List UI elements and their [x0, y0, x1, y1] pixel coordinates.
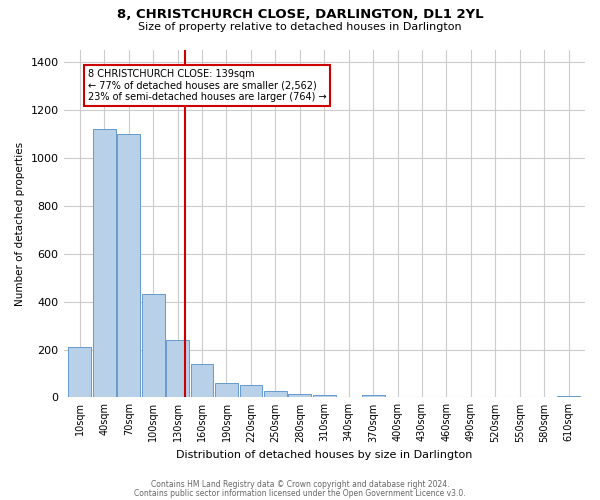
Bar [68, 347, 91, 398]
Bar [191, 364, 214, 398]
X-axis label: Distribution of detached houses by size in Darlington: Distribution of detached houses by size … [176, 450, 472, 460]
Bar [166, 340, 189, 398]
Text: Contains public sector information licensed under the Open Government Licence v3: Contains public sector information licen… [134, 488, 466, 498]
Text: 8 CHRISTCHURCH CLOSE: 139sqm
← 77% of detached houses are smaller (2,562)
23% of: 8 CHRISTCHURCH CLOSE: 139sqm ← 77% of de… [88, 69, 326, 102]
Bar [142, 294, 164, 398]
Bar [215, 383, 238, 398]
Bar [239, 386, 262, 398]
Bar [557, 396, 580, 398]
Bar [93, 129, 116, 398]
Y-axis label: Number of detached properties: Number of detached properties [15, 142, 25, 306]
Bar [289, 394, 311, 398]
Text: Size of property relative to detached houses in Darlington: Size of property relative to detached ho… [138, 22, 462, 32]
Bar [362, 395, 385, 398]
Bar [313, 395, 335, 398]
Text: Contains HM Land Registry data © Crown copyright and database right 2024.: Contains HM Land Registry data © Crown c… [151, 480, 449, 489]
Bar [264, 392, 287, 398]
Bar [118, 134, 140, 398]
Text: 8, CHRISTCHURCH CLOSE, DARLINGTON, DL1 2YL: 8, CHRISTCHURCH CLOSE, DARLINGTON, DL1 2… [116, 8, 484, 20]
